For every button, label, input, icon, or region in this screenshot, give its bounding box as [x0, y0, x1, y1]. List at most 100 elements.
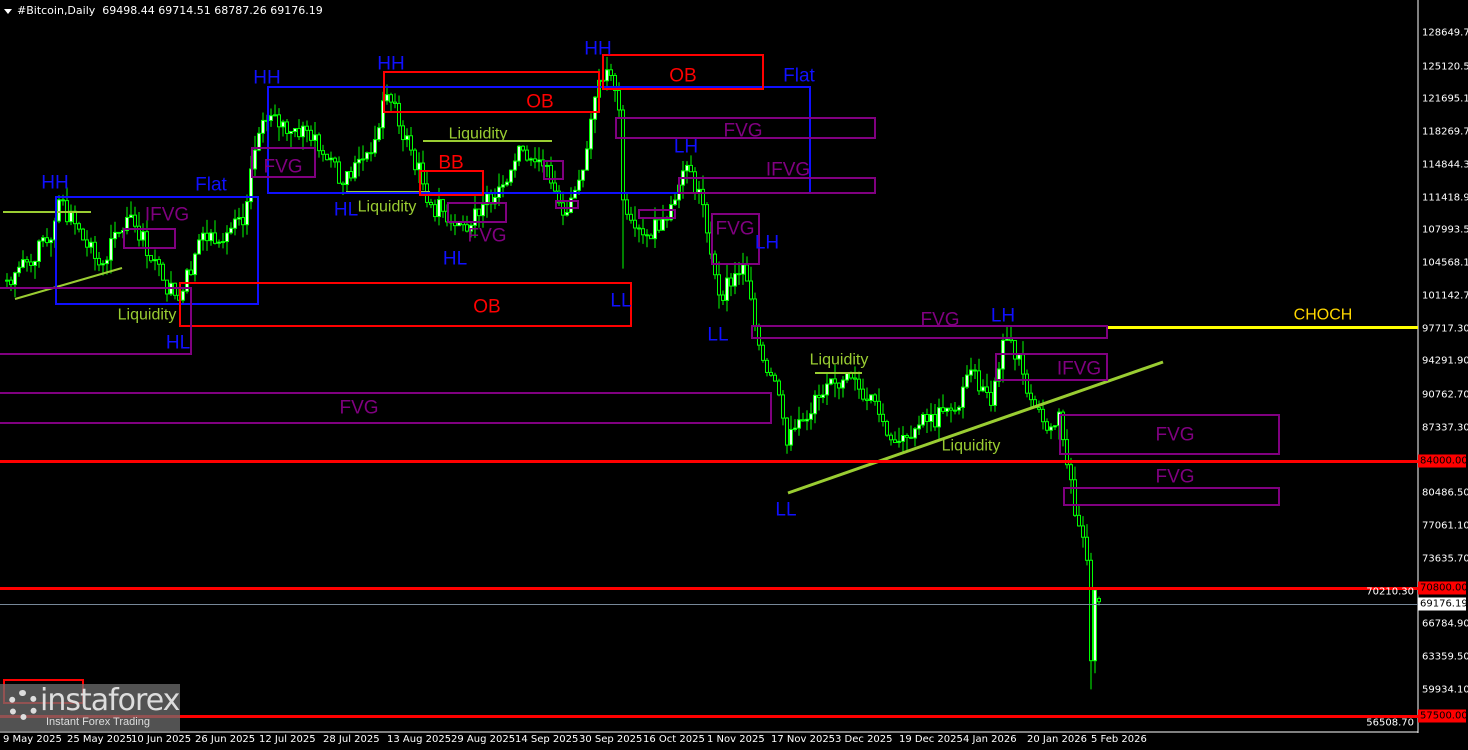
- bullish-candle: [89, 241, 93, 248]
- bullish-candle: [813, 394, 817, 415]
- bullish-candle: [281, 121, 285, 128]
- bullish-candle: [37, 240, 41, 262]
- trendline[interactable]: [14, 267, 123, 300]
- bearish-candle: [801, 419, 805, 422]
- fvg-label: FVG: [715, 218, 755, 240]
- x-tick-label: 25 May 2025: [67, 734, 133, 745]
- bearish-candle: [465, 224, 469, 232]
- lh-label: LH: [990, 305, 1016, 327]
- bearish-candle: [949, 407, 953, 411]
- bearish-candle: [145, 231, 149, 257]
- bearish-candle: [1081, 525, 1085, 538]
- bullish-candle: [113, 231, 117, 240]
- bearish-candle: [1097, 598, 1101, 603]
- bullish-candle: [329, 157, 333, 161]
- bullish-candle: [237, 217, 241, 220]
- bearish-candle: [817, 394, 821, 398]
- x-tick-label: 5 Feb 2026: [1091, 734, 1147, 745]
- bearish-candle: [393, 101, 397, 104]
- fvg-box[interactable]: [0, 392, 772, 424]
- bullish-candle: [373, 139, 377, 154]
- bullish-candle: [845, 372, 849, 381]
- fvg-box[interactable]: [251, 147, 316, 178]
- ifvg-box[interactable]: [995, 353, 1108, 381]
- x-tick-label: 9 May 2025: [3, 734, 62, 745]
- liquidity-label: Liquidity: [809, 351, 869, 369]
- dropdown-triangle-icon[interactable]: [4, 8, 12, 14]
- order-block-box[interactable]: [602, 54, 764, 90]
- ifvg-box[interactable]: [123, 228, 176, 249]
- bb-label: BB: [438, 152, 464, 174]
- ifvg-box[interactable]: [678, 177, 876, 194]
- level-tag-70800: 70800.00: [1418, 581, 1468, 595]
- bearish-candle: [85, 239, 89, 248]
- fvg-label: FVG: [1155, 466, 1195, 488]
- fvg-box[interactable]: [751, 325, 1108, 339]
- order-block-box[interactable]: [179, 282, 632, 327]
- bearish-candle: [861, 388, 865, 400]
- bullish-candle: [961, 386, 965, 408]
- liquidity-label: Liquidity: [117, 306, 177, 324]
- bullish-candle: [225, 232, 229, 243]
- level-line-70800[interactable]: [0, 587, 1418, 590]
- bullish-candle: [569, 197, 573, 213]
- fvg-box[interactable]: [447, 202, 507, 223]
- bullish-candle: [1093, 589, 1097, 662]
- bearish-candle: [625, 199, 629, 215]
- fvg-box[interactable]: [555, 200, 579, 209]
- hh-label: HH: [253, 67, 281, 89]
- bullish-candle: [921, 414, 925, 426]
- bullish-candle: [153, 259, 157, 262]
- y-tick-label: 104568.10: [1422, 257, 1468, 269]
- bullish-candle: [293, 128, 297, 133]
- bearish-candle: [885, 421, 889, 436]
- bearish-candle: [1037, 407, 1041, 410]
- choch-line[interactable]: [1107, 326, 1418, 329]
- fvg-box[interactable]: [615, 117, 876, 139]
- bullish-candle: [809, 413, 813, 420]
- bearish-candle: [637, 227, 641, 230]
- bullish-candle: [185, 269, 189, 292]
- bearish-candle: [133, 214, 137, 227]
- y-tick-label: 125120.50: [1422, 61, 1468, 73]
- bearish-candle: [753, 298, 757, 327]
- fvg-box[interactable]: [1063, 487, 1280, 506]
- bearish-candle: [865, 398, 869, 401]
- bullish-candle: [405, 135, 409, 141]
- bearish-candle: [297, 128, 301, 138]
- flat-range-box[interactable]: [267, 86, 811, 194]
- bearish-candle: [1069, 464, 1073, 481]
- bearish-candle: [933, 414, 937, 428]
- bearish-candle: [973, 369, 977, 372]
- level-line-84000[interactable]: [0, 460, 1418, 463]
- bullish-candle: [1005, 338, 1009, 341]
- bearish-candle: [1009, 338, 1013, 342]
- fvg-box[interactable]: [0, 287, 192, 355]
- trendline[interactable]: [787, 360, 1164, 495]
- bearish-candle: [81, 228, 85, 241]
- bearish-candle: [785, 417, 789, 446]
- x-tick-label: 26 Jun 2025: [195, 734, 256, 745]
- fvg-box[interactable]: [543, 160, 564, 180]
- bearish-candle: [317, 134, 321, 152]
- bearish-candle: [977, 370, 981, 392]
- bearish-candle: [621, 109, 625, 201]
- ob-label: OB: [526, 91, 554, 113]
- watermark-name: instaforex: [40, 683, 180, 718]
- bearish-candle: [389, 94, 393, 103]
- hl-label: HL: [165, 332, 191, 354]
- bearish-candle: [761, 344, 765, 361]
- fvg-box[interactable]: [638, 209, 676, 219]
- fvg-box[interactable]: [1059, 414, 1280, 455]
- bearish-candle: [45, 237, 49, 244]
- bullish-candle: [345, 171, 349, 186]
- level-line-57500[interactable]: [0, 715, 1418, 718]
- bearish-candle: [309, 129, 313, 141]
- fvg-box[interactable]: [711, 213, 760, 265]
- bearish-candle: [421, 162, 425, 185]
- order-block-box[interactable]: [383, 71, 600, 113]
- flat-range-box[interactable]: [55, 196, 259, 305]
- bearish-candle: [1045, 421, 1049, 431]
- breaker-block-box[interactable]: [419, 170, 484, 196]
